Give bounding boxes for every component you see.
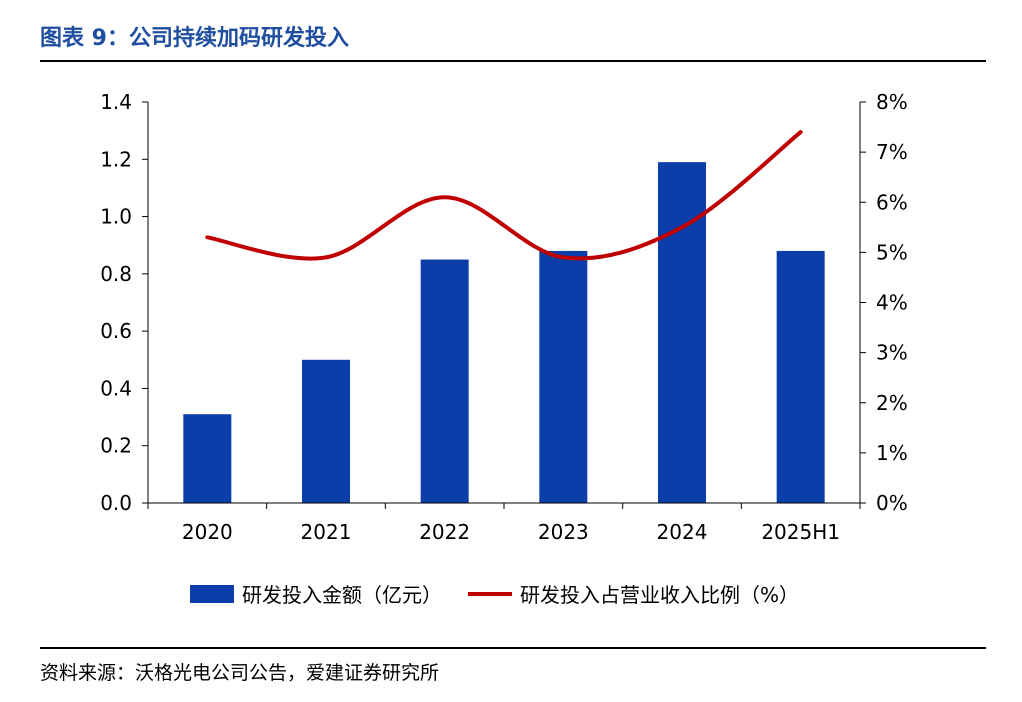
bottom-rule <box>40 647 986 649</box>
y-right-tick-label: 4% <box>876 291 908 315</box>
y-left-tick-label: 1.4 <box>100 90 132 114</box>
y-right-tick-label: 6% <box>876 190 908 214</box>
y-left-tick-label: 0.6 <box>100 319 132 343</box>
y-left-tick-label: 0.2 <box>100 434 132 458</box>
y-right-tick-label: 3% <box>876 341 908 365</box>
bar-2022 <box>420 259 469 503</box>
x-tick-label: 2022 <box>419 520 470 544</box>
chart-title: 图表 9：公司持续加码研发投入 <box>40 26 349 51</box>
y-right-tick-label: 7% <box>876 140 908 164</box>
legend-bar-swatch <box>190 585 234 603</box>
y-left-tick-label: 0.8 <box>100 262 132 286</box>
bar-2021 <box>302 359 350 503</box>
y-left-tick-label: 0.4 <box>100 376 132 400</box>
source-note: 资料来源：沃格光电公司公告，爱建证券研究所 <box>40 662 440 684</box>
x-tick-label: 2023 <box>538 520 589 544</box>
legend-bar-label: 研发投入金额（亿元） <box>242 583 442 607</box>
bar-2024 <box>658 162 706 503</box>
bar-2023 <box>539 250 588 503</box>
y-left-tick-label: 0.0 <box>100 491 132 515</box>
x-tick-label: 2020 <box>182 520 233 544</box>
bar-series <box>183 162 825 503</box>
x-tick-label: 2021 <box>301 520 352 544</box>
y-right-tick-label: 2% <box>876 391 908 415</box>
y-left-tick-label: 1.0 <box>100 205 132 229</box>
chart-legend: 研发投入金额（亿元） 研发投入占营业收入比例（%） <box>190 583 799 607</box>
line-series <box>205 130 803 261</box>
y-right-tick-label: 8% <box>876 90 908 114</box>
y-right-tick-label: 5% <box>876 240 908 264</box>
y-right-tick-label: 0% <box>876 491 908 515</box>
x-tick-label: 2024 <box>657 520 708 544</box>
chart-axes: 0.0 0.2 0.4 0.6 0.8 1.0 1.2 1.4 0% 1% 2% 3% 4% 5% 6% 7%… <box>100 90 908 544</box>
x-tick-label: 2025H1 <box>761 520 840 544</box>
legend-line-label: 研发投入占营业收入比例（%） <box>520 583 799 607</box>
ratio-line <box>205 130 803 261</box>
y-right-tick-label: 1% <box>876 441 908 465</box>
top-rule <box>40 60 986 62</box>
bar-2020 <box>183 414 232 503</box>
bar-2025H1 <box>776 250 825 503</box>
y-left-tick-label: 1.2 <box>100 147 132 171</box>
